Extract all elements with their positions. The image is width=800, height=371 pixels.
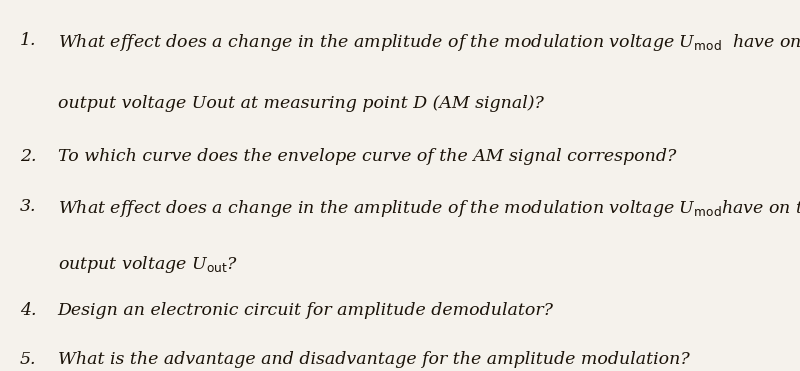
Text: 1.: 1. [20, 32, 37, 49]
Text: 3.: 3. [20, 198, 37, 216]
Text: output voltage Uout at measuring point D (AM signal)?: output voltage Uout at measuring point D… [58, 95, 543, 112]
Text: What effect does a change in the amplitude of the modulation voltage U$_{\mathrm: What effect does a change in the amplitu… [58, 198, 800, 220]
Text: What is the advantage and disadvantage for the amplitude modulation?: What is the advantage and disadvantage f… [58, 351, 690, 368]
Text: 2.: 2. [20, 148, 37, 165]
Text: 5.: 5. [20, 351, 37, 368]
Text: output voltage U$_{\mathrm{out}}$?: output voltage U$_{\mathrm{out}}$? [58, 254, 238, 275]
Text: 4.: 4. [20, 302, 37, 319]
Text: What effect does a change in the amplitude of the modulation voltage U$_{\mathrm: What effect does a change in the amplitu… [58, 32, 800, 53]
Text: Design an electronic circuit for amplitude demodulator?: Design an electronic circuit for amplitu… [58, 302, 554, 319]
Text: To which curve does the envelope curve of the AM signal correspond?: To which curve does the envelope curve o… [58, 148, 676, 165]
